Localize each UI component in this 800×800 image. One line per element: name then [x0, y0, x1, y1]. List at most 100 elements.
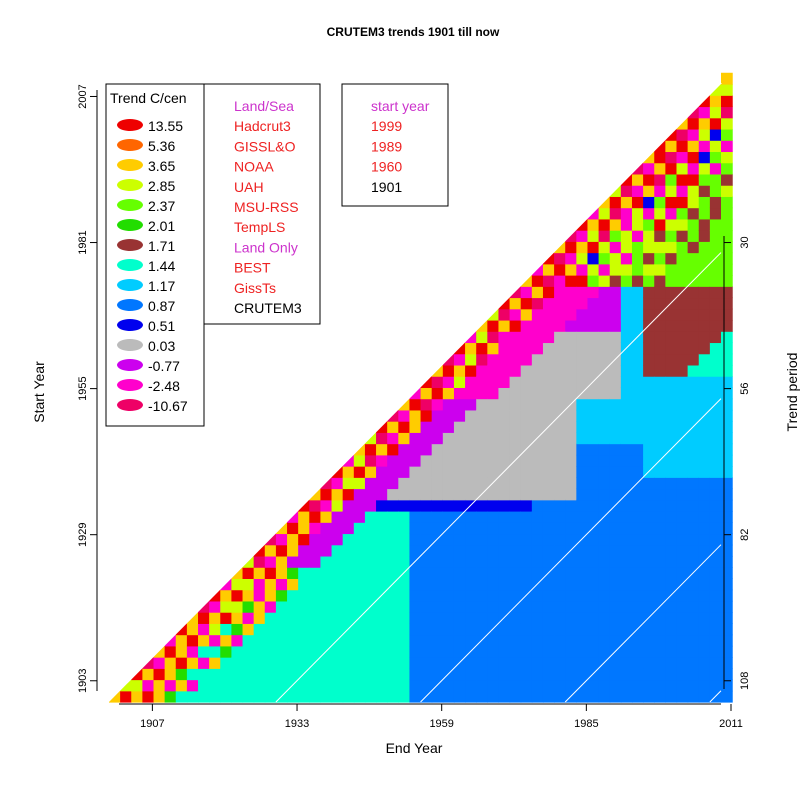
- heatmap-cell: [709, 432, 722, 445]
- heatmap-cell: [531, 387, 544, 400]
- heatmap-cell: [576, 376, 589, 388]
- heatmap-cell: [665, 567, 678, 579]
- heatmap-cell: [631, 589, 644, 602]
- heatmap-cell: [420, 454, 433, 467]
- heatmap-cell: [431, 510, 444, 523]
- heatmap-cell: [398, 533, 411, 546]
- heatmap-cell: [387, 600, 399, 613]
- heatmap-cell: [320, 499, 333, 512]
- heatmap-cell: [353, 499, 366, 512]
- heatmap-cell: [576, 218, 589, 231]
- heatmap-cell: [676, 589, 689, 602]
- heatmap-cell: [364, 499, 377, 512]
- heatmap-cell: [721, 679, 733, 692]
- heatmap-cell: [264, 555, 277, 568]
- trend-period-line: [564, 544, 722, 703]
- heatmap-cell: [531, 477, 544, 490]
- heatmap-cell: [620, 623, 633, 636]
- legend-label: 3.65: [148, 158, 175, 174]
- heatmap-cell: [531, 567, 544, 579]
- heatmap-cell: [487, 578, 500, 591]
- heatmap-cell: [542, 331, 555, 344]
- heatmap-cell: [487, 409, 500, 422]
- heatmap-cell: [476, 522, 488, 535]
- heatmap-cell: [253, 679, 266, 692]
- heatmap-cell: [587, 207, 600, 220]
- legend-swatch: [117, 239, 143, 251]
- heatmap-cell: [509, 409, 522, 422]
- heatmap-cell: [676, 409, 689, 422]
- heatmap-cell: [643, 331, 655, 344]
- heatmap-cell: [198, 623, 210, 636]
- heatmap-cell: [231, 679, 244, 692]
- heatmap-cell: [676, 634, 689, 647]
- heatmap-cell: [420, 421, 433, 433]
- heatmap-cell: [631, 398, 644, 411]
- heatmap-cell: [342, 600, 355, 613]
- heatmap-cell: [631, 634, 644, 647]
- heatmap-cell: [420, 522, 433, 535]
- heatmap-cell: [609, 207, 622, 220]
- heatmap-cell: [364, 544, 377, 557]
- heatmap-cell: [509, 533, 522, 546]
- heatmap-cell: [721, 466, 733, 478]
- heatmap-cell: [531, 286, 544, 299]
- heatmap-cell: [309, 612, 322, 624]
- heatmap-cell: [609, 623, 622, 636]
- heatmap-cell: [665, 173, 678, 186]
- heatmap-cell: [331, 522, 344, 535]
- heatmap-cell: [275, 623, 288, 636]
- heatmap-cell: [665, 376, 678, 388]
- heatmap-cell: [598, 387, 611, 400]
- heatmap-cell: [287, 544, 299, 557]
- heatmap-cell: [509, 567, 522, 579]
- heatmap-cell: [542, 533, 555, 546]
- legend-label: 0.03: [148, 338, 175, 354]
- heatmap-cell: [387, 657, 399, 669]
- heatmap-cell: [709, 668, 722, 681]
- heatmap-cell: [398, 443, 411, 456]
- heatmap-cell: [665, 544, 678, 557]
- heatmap-cell: [665, 128, 678, 141]
- heatmap-cell: [353, 488, 366, 501]
- heatmap-cell: [554, 263, 566, 276]
- heatmap-cell: [376, 454, 388, 467]
- heatmap-cell: [509, 432, 522, 445]
- heatmap-cell: [376, 645, 388, 658]
- heatmap-cell: [220, 589, 232, 602]
- heatmap-cell: [231, 634, 244, 647]
- heatmap-cell: [631, 432, 644, 445]
- heatmap-cell: [598, 578, 611, 591]
- heatmap-cell: [487, 331, 500, 344]
- heatmap-cell: [487, 544, 500, 557]
- heatmap-cell: [120, 679, 132, 692]
- heatmap-cell: [487, 364, 500, 377]
- heatmap-cell: [453, 488, 466, 501]
- heatmap-cell: [220, 657, 232, 669]
- heatmap-cell: [209, 690, 221, 703]
- heatmap-cell: [442, 488, 455, 501]
- heatmap-cell: [676, 185, 689, 197]
- heatmap-cell: [264, 668, 277, 681]
- heatmap-cell: [643, 185, 655, 197]
- heatmap-cell: [631, 297, 644, 310]
- heatmap-cell: [264, 567, 277, 579]
- heatmap-cell: [465, 454, 477, 467]
- heatmap-cell: [565, 589, 577, 602]
- heatmap-cell: [609, 510, 622, 523]
- heatmap-cell: [398, 645, 411, 658]
- heatmap-cell: [542, 477, 555, 490]
- heatmap-cell: [565, 510, 577, 523]
- heatmap-cell: [509, 690, 522, 703]
- heatmap-cell: [576, 544, 589, 557]
- heatmap-cell: [676, 218, 689, 231]
- heatmap-cell: [253, 578, 266, 591]
- heatmap-cell: [420, 679, 433, 692]
- heatmap-cell: [698, 331, 711, 344]
- heatmap-cell: [587, 589, 600, 602]
- heatmap-cell: [698, 544, 711, 557]
- heatmap-cell: [498, 342, 511, 355]
- heatmap-cell: [554, 342, 566, 355]
- heatmap-cell: [665, 668, 678, 681]
- heatmap-cell: [465, 544, 477, 557]
